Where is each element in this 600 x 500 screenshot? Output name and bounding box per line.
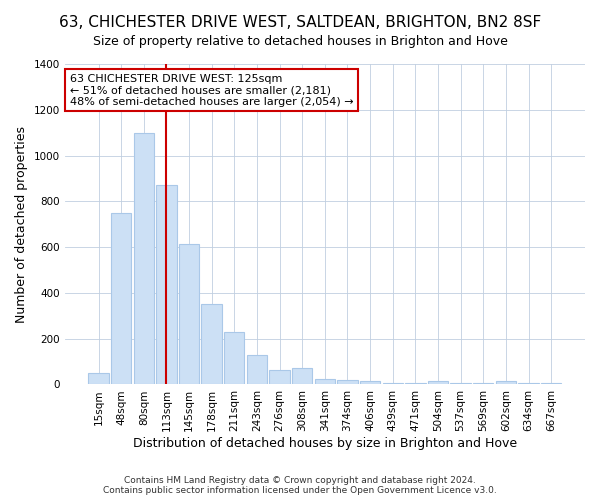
Bar	[88, 373, 109, 384]
Text: 63 CHICHESTER DRIVE WEST: 125sqm
← 51% of detached houses are smaller (2,181)
48: 63 CHICHESTER DRIVE WEST: 125sqm ← 51% o…	[70, 74, 353, 107]
Bar	[269, 370, 290, 384]
Bar	[179, 244, 199, 384]
Bar	[224, 332, 244, 384]
Bar	[156, 186, 176, 384]
Bar	[202, 304, 222, 384]
Bar	[314, 378, 335, 384]
Bar	[360, 381, 380, 384]
Y-axis label: Number of detached properties: Number of detached properties	[15, 126, 28, 322]
Text: Contains HM Land Registry data © Crown copyright and database right 2024.
Contai: Contains HM Land Registry data © Crown c…	[103, 476, 497, 495]
Bar	[496, 381, 516, 384]
Bar	[247, 354, 267, 384]
Text: 63, CHICHESTER DRIVE WEST, SALTDEAN, BRIGHTON, BN2 8SF: 63, CHICHESTER DRIVE WEST, SALTDEAN, BRI…	[59, 15, 541, 30]
Bar	[428, 381, 448, 384]
Text: Size of property relative to detached houses in Brighton and Hove: Size of property relative to detached ho…	[92, 35, 508, 48]
Bar	[292, 368, 313, 384]
Bar	[134, 132, 154, 384]
Bar	[337, 380, 358, 384]
Bar	[111, 213, 131, 384]
X-axis label: Distribution of detached houses by size in Brighton and Hove: Distribution of detached houses by size …	[133, 437, 517, 450]
